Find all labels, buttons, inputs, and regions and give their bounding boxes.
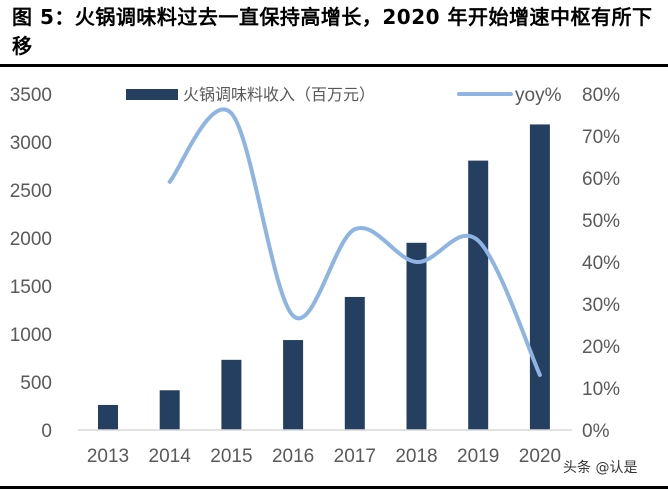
bar-series bbox=[98, 124, 550, 430]
right-axis: 0% 10% 20% 30% 40% 50% 60% 70% 80% bbox=[582, 85, 620, 442]
legend: 火锅调味料收入（百万元） yoy% bbox=[126, 85, 562, 106]
right-tick-label: 50% bbox=[582, 211, 620, 232]
right-tick-label: 80% bbox=[582, 85, 620, 106]
watermark: 头条 @认是 bbox=[563, 460, 638, 476]
x-tick-label: 2020 bbox=[519, 446, 561, 467]
left-tick-label: 2000 bbox=[10, 229, 52, 250]
bar-2014 bbox=[159, 390, 180, 430]
x-tick-label: 2019 bbox=[457, 446, 499, 467]
bar-2018 bbox=[406, 242, 427, 430]
left-tick-label: 1500 bbox=[10, 277, 52, 298]
bar-2019 bbox=[468, 160, 489, 430]
x-tick-label: 2016 bbox=[272, 446, 314, 467]
bottom-divider bbox=[0, 486, 668, 489]
legend-bar-swatch bbox=[126, 89, 178, 100]
left-tick-label: 500 bbox=[20, 373, 52, 394]
x-tick-label: 2017 bbox=[334, 446, 376, 467]
right-tick-label: 0% bbox=[582, 421, 610, 442]
right-tick-label: 40% bbox=[582, 253, 620, 274]
left-axis: 0 500 1000 1500 2000 2500 3000 3500 bbox=[10, 85, 52, 442]
legend-bar-label: 火锅调味料收入（百万元） bbox=[183, 85, 375, 104]
right-tick-label: 10% bbox=[582, 379, 620, 400]
x-tick-label: 2015 bbox=[210, 446, 252, 467]
bar-2016 bbox=[283, 340, 304, 430]
yoy-line bbox=[167, 107, 542, 377]
right-tick-label: 60% bbox=[582, 169, 620, 190]
left-tick-label: 1000 bbox=[10, 325, 52, 346]
left-tick-label: 0 bbox=[41, 421, 52, 442]
x-tick-label: 2014 bbox=[149, 446, 192, 467]
legend-line-label: yoy% bbox=[515, 85, 562, 106]
bar-2020 bbox=[529, 124, 550, 430]
title-divider bbox=[0, 64, 668, 67]
right-tick-label: 70% bbox=[582, 127, 620, 148]
x-tick-label: 2013 bbox=[87, 446, 129, 467]
x-axis: 2013 2014 2015 2016 2017 2018 2019 2020 bbox=[87, 446, 561, 467]
right-tick-label: 20% bbox=[582, 337, 620, 358]
bar-2017 bbox=[344, 296, 365, 430]
left-tick-label: 3500 bbox=[10, 85, 52, 106]
x-tick-label: 2018 bbox=[395, 446, 437, 467]
right-tick-label: 30% bbox=[582, 295, 620, 316]
bar-2013 bbox=[98, 404, 118, 430]
figure-title: 图 5：火锅调味料过去一直保持高增长，2020 年开始增速中枢有所下移 bbox=[12, 5, 653, 58]
left-tick-label: 2500 bbox=[10, 181, 52, 202]
left-tick-label: 3000 bbox=[10, 133, 52, 154]
bar-2015 bbox=[221, 359, 242, 430]
